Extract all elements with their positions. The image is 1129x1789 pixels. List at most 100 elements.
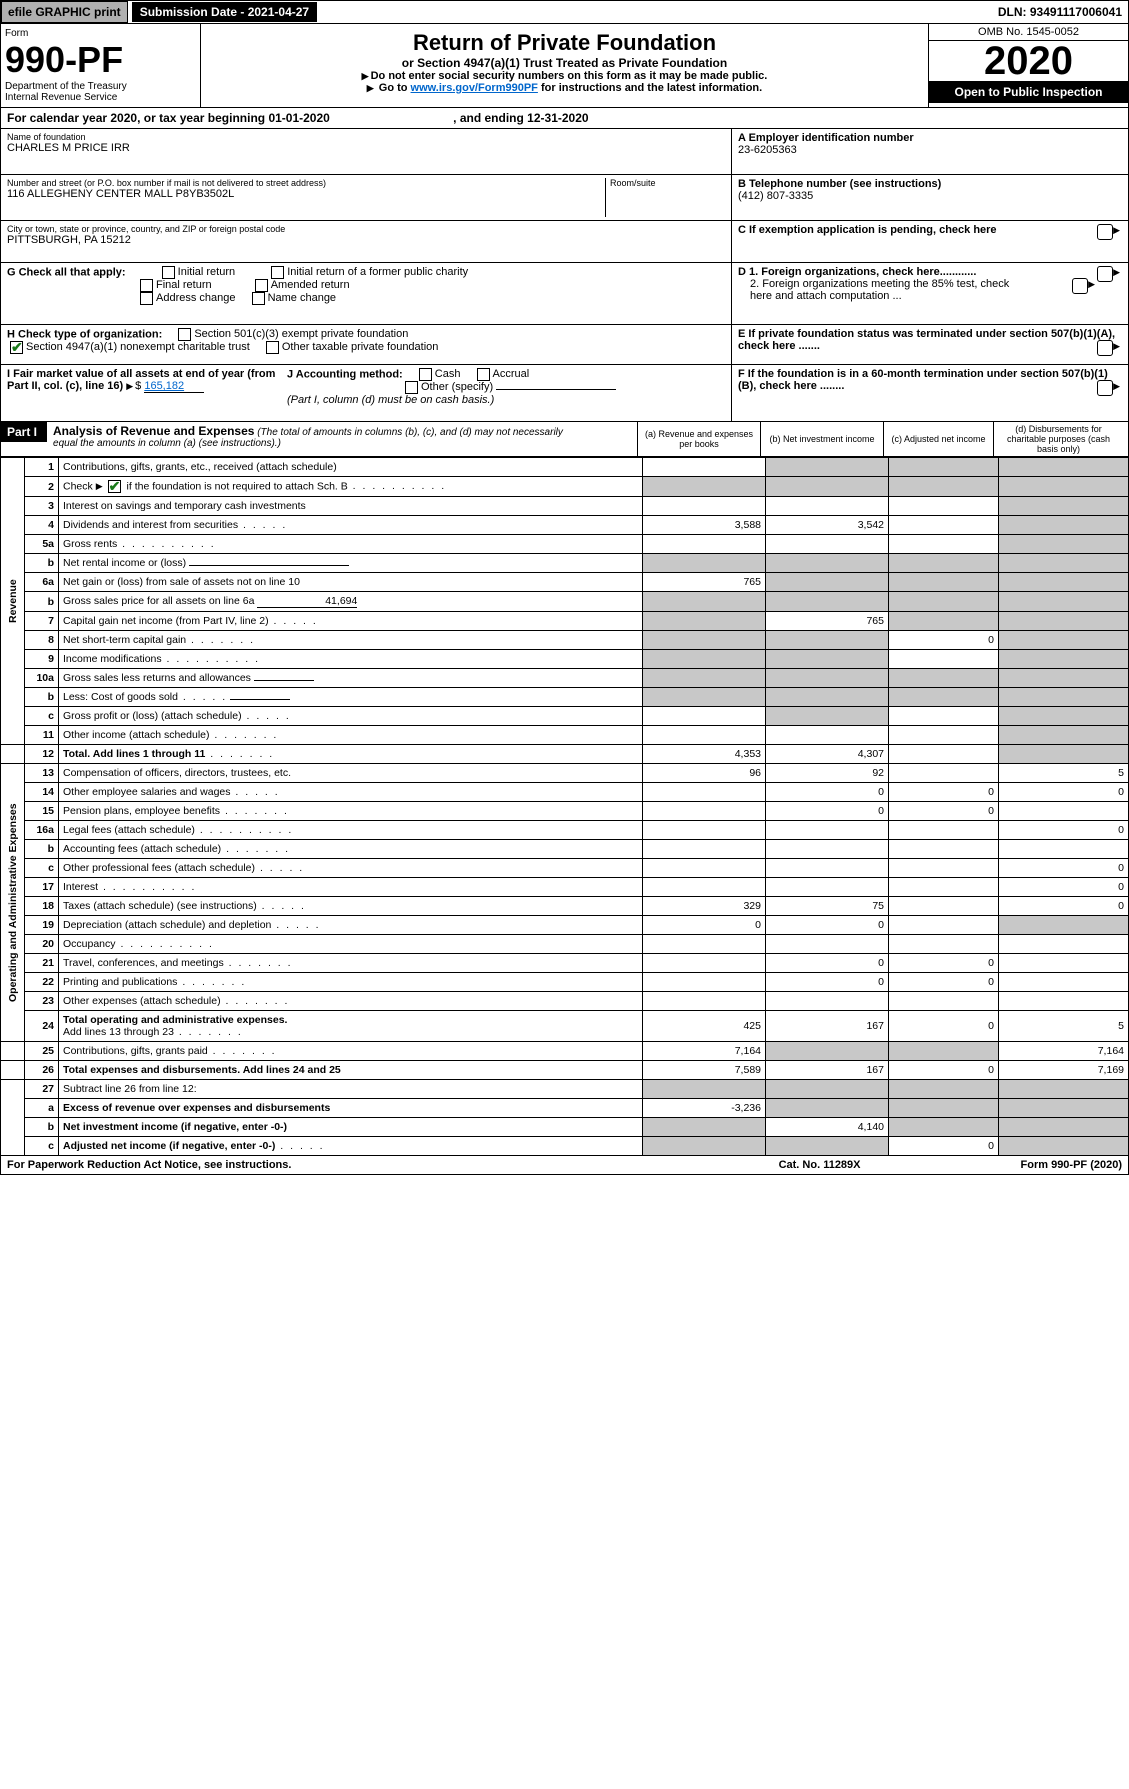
r22-c: 0 (889, 973, 999, 992)
row-5b: b Net rental income or (loss) (1, 554, 1129, 573)
row-10b: b Less: Cost of goods sold (1, 688, 1129, 707)
row-6b: b Gross sales price for all assets on li… (1, 592, 1129, 612)
r7-num: 7 (25, 612, 59, 631)
r15-num: 15 (25, 802, 59, 821)
r10b-desc: Less: Cost of goods sold (59, 688, 643, 707)
cb-final-return[interactable] (140, 279, 153, 292)
row-25: 25 Contributions, gifts, grants paid 7,1… (1, 1042, 1129, 1061)
row-27c: c Adjusted net income (if negative, ente… (1, 1137, 1129, 1156)
section-g: G Check all that apply: Initial return I… (1, 263, 731, 325)
form-number: 990-PF (5, 39, 196, 81)
section-h: H Check type of organization: Section 50… (1, 325, 731, 365)
entity-right: A Employer identification number 23-6205… (731, 129, 1128, 421)
cb-initial-return[interactable] (162, 266, 175, 279)
r13-b: 92 (766, 764, 889, 783)
cb-other-taxable[interactable] (266, 341, 279, 354)
cb-60month[interactable] (1097, 380, 1113, 396)
r20-num: 20 (25, 935, 59, 954)
cb-exemption-pending[interactable] (1097, 224, 1113, 240)
r12-a: 4,353 (643, 745, 766, 764)
footer-left: For Paperwork Reduction Act Notice, see … (7, 1159, 291, 1171)
irs-link[interactable]: www.irs.gov/Form990PF (411, 82, 538, 94)
cb-amended[interactable] (255, 279, 268, 292)
r3-desc: Interest on savings and temporary cash i… (59, 497, 643, 516)
r2-num: 2 (25, 477, 59, 497)
row-17: 17 Interest 0 (1, 878, 1129, 897)
i-value[interactable]: 165,182 (144, 380, 204, 393)
cb-501c3[interactable] (178, 328, 191, 341)
r18-b: 75 (766, 897, 889, 916)
r21-desc: Travel, conferences, and meetings (59, 954, 643, 973)
r4-num: 4 (25, 516, 59, 535)
r18-d: 0 (999, 897, 1129, 916)
h3-label: Other taxable private foundation (282, 341, 439, 353)
row-27a: a Excess of revenue over expenses and di… (1, 1099, 1129, 1118)
r24-desc: Total operating and administrative expen… (59, 1011, 643, 1042)
r14-num: 14 (25, 783, 59, 802)
row-20: 20 Occupancy (1, 935, 1129, 954)
row-11: 11 Other income (attach schedule) (1, 726, 1129, 745)
j-note: (Part I, column (d) must be on cash basi… (287, 394, 494, 406)
col-a-header: (a) Revenue and expenses per books (637, 422, 760, 456)
row-5a: 5a Gross rents (1, 535, 1129, 554)
submission-date: Submission Date - 2021-04-27 (132, 2, 317, 22)
r14-c: 0 (889, 783, 999, 802)
r13-desc: Compensation of officers, directors, tru… (59, 764, 643, 783)
row-18: 18 Taxes (attach schedule) (see instruct… (1, 897, 1129, 916)
cb-foreign-85[interactable] (1072, 278, 1088, 294)
part1-table: Revenue 1 Contributions, gifts, grants, … (0, 457, 1129, 1156)
row-2: 2 Check if the foundation is not require… (1, 477, 1129, 497)
r27-num: 27 (25, 1080, 59, 1099)
cb-initial-former[interactable] (271, 266, 284, 279)
r19-b: 0 (766, 916, 889, 935)
r5b-num: b (25, 554, 59, 573)
row-13: Operating and Administrative Expenses 13… (1, 764, 1129, 783)
cb-address-change[interactable] (140, 292, 153, 305)
cb-status-terminated[interactable] (1097, 340, 1113, 356)
row-6a: 6a Net gain or (loss) from sale of asset… (1, 573, 1129, 592)
cb-4947a1[interactable] (10, 341, 23, 354)
col-c-header: (c) Adjusted net income (883, 422, 993, 456)
h2-label: Section 4947(a)(1) nonexempt charitable … (26, 341, 250, 353)
cb-accrual[interactable] (477, 368, 490, 381)
cb-name-change[interactable] (252, 292, 265, 305)
r15-b: 0 (766, 802, 889, 821)
r11-desc: Other income (attach schedule) (59, 726, 643, 745)
cb-no-schb[interactable] (108, 480, 121, 493)
city-row: City or town, state or province, country… (1, 221, 731, 263)
section-c: C If exemption application is pending, c… (732, 221, 1128, 263)
j2-label: Accrual (493, 368, 530, 380)
ein: 23-6205363 (738, 144, 797, 156)
r10b-num: b (25, 688, 59, 707)
row-26: 26 Total expenses and disbursements. Add… (1, 1061, 1129, 1080)
g6-label: Name change (268, 292, 337, 304)
col-b-header: (b) Net investment income (760, 422, 883, 456)
address-label: Number and street (or P.O. box number if… (7, 178, 605, 188)
cb-foreign-org[interactable] (1097, 266, 1113, 282)
footer-catno: Cat. No. 11289X (779, 1159, 861, 1171)
r22-num: 22 (25, 973, 59, 992)
r6a-a: 765 (643, 573, 766, 592)
revenue-label: Revenue (1, 458, 25, 745)
r9-desc: Income modifications (59, 650, 643, 669)
r10a-num: 10a (25, 669, 59, 688)
name-label: Name of foundation (7, 132, 725, 142)
form-word: Form (5, 28, 196, 39)
r16c-desc: Other professional fees (attach schedule… (59, 859, 643, 878)
r16a-desc: Legal fees (attach schedule) (59, 821, 643, 840)
g1-label: Initial return (178, 266, 235, 278)
r27b-num: b (25, 1118, 59, 1137)
row-19: 19 Depreciation (attach schedule) and de… (1, 916, 1129, 935)
footer-right: Form 990-PF (2020) (1021, 1159, 1122, 1171)
address-row: Number and street (or P.O. box number if… (1, 175, 731, 221)
b-label: B Telephone number (see instructions) (738, 178, 941, 190)
row-3: 3 Interest on savings and temporary cash… (1, 497, 1129, 516)
r9-num: 9 (25, 650, 59, 669)
row-22: 22 Printing and publications 0 0 (1, 973, 1129, 992)
cb-cash[interactable] (419, 368, 432, 381)
efile-print-button[interactable]: efile GRAPHIC print (1, 1, 128, 23)
section-d: D 1. Foreign organizations, check here..… (732, 263, 1128, 325)
row-1: Revenue 1 Contributions, gifts, grants, … (1, 458, 1129, 477)
cb-other-method[interactable] (405, 381, 418, 394)
r24-num: 24 (25, 1011, 59, 1042)
